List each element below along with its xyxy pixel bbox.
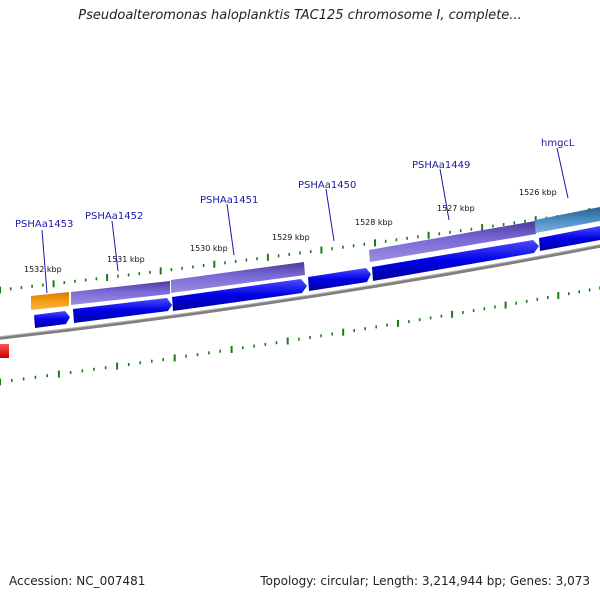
leader-PSHAa1451 xyxy=(226,203,235,256)
gene-label-PSHAa1449[interactable]: PSHAa1449 xyxy=(412,160,470,171)
cds-arrow-2[interactable] xyxy=(73,298,172,323)
leader-PSHAa1452 xyxy=(111,220,119,272)
gene-label-PSHAa1450[interactable]: PSHAa1450 xyxy=(298,180,356,191)
genome-summary-text: Topology: circular; Length: 3,214,944 bp… xyxy=(260,574,590,588)
gene-feature-PSHAa1450-1449[interactable] xyxy=(369,221,536,262)
gene-label-hmgcL[interactable]: hmgcL xyxy=(541,138,575,149)
chromosome-backbone xyxy=(0,244,600,340)
accession-text: Accession: NC_007481 xyxy=(9,574,146,588)
gene-label-PSHAa1453[interactable]: PSHAa1453 xyxy=(15,219,73,230)
gene-label-PSHAa1452[interactable]: PSHAa1452 xyxy=(85,211,143,222)
cds-arrow-3[interactable] xyxy=(172,279,307,311)
kbp-label-1526: 1526 kbp xyxy=(519,188,557,197)
kbp-label-1527: 1527 kbp xyxy=(437,204,475,213)
gene-feature-orange[interactable] xyxy=(31,292,69,310)
leader-PSHAa1453 xyxy=(41,229,48,294)
label-leader-lines xyxy=(41,147,569,294)
map-title: Pseudoalteromonas haloplanktis TAC125 ch… xyxy=(78,8,522,23)
leader-hmgcL xyxy=(556,147,569,199)
upper-tick-ruler xyxy=(0,208,600,294)
kbp-label-1532: 1532 kbp xyxy=(24,265,62,274)
gene-feature-PSHAa1451[interactable] xyxy=(171,262,305,293)
gene-label-PSHAa1451[interactable]: PSHAa1451 xyxy=(200,195,258,206)
gene-feature-PSHAa1452[interactable] xyxy=(71,281,170,305)
cds-arrow-1[interactable] xyxy=(34,311,70,328)
gene-feature-hmgcL[interactable] xyxy=(535,207,600,233)
kbp-label-1530: 1530 kbp xyxy=(190,244,228,253)
cds-arrow-6[interactable] xyxy=(539,226,600,251)
red-feature-marker[interactable] xyxy=(0,344,9,358)
kbp-label-1528: 1528 kbp xyxy=(355,218,393,227)
cds-arrow-4[interactable] xyxy=(308,268,371,291)
kbp-label-1529: 1529 kbp xyxy=(272,233,310,242)
leader-PSHAa1449 xyxy=(439,168,450,221)
lower-tick-ruler xyxy=(0,286,600,386)
cds-arrow-5[interactable] xyxy=(372,240,539,281)
leader-PSHAa1450 xyxy=(325,188,335,242)
kbp-label-1531: 1531 kbp xyxy=(107,255,145,264)
